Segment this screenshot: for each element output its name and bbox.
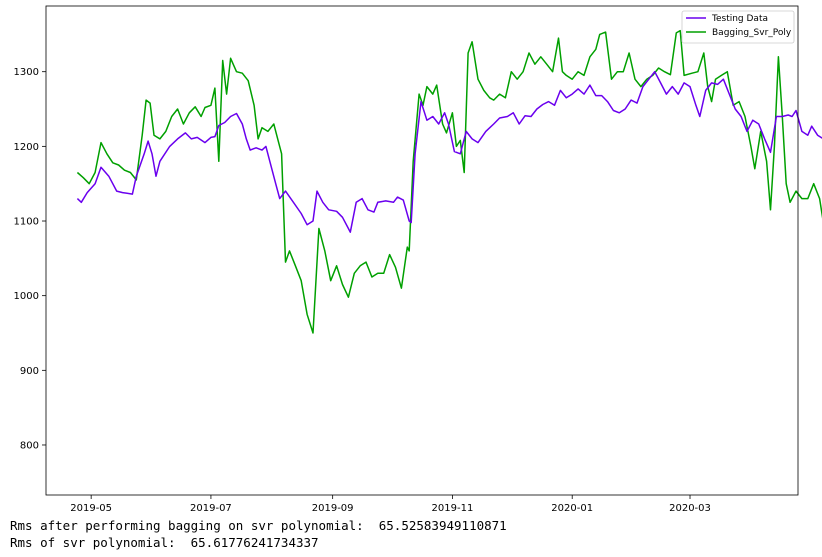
series-layer bbox=[76, 29, 822, 334]
x-tick-label: 2019-05 bbox=[70, 503, 112, 514]
y-tick-label: 900 bbox=[20, 366, 39, 377]
y-axis: 800 900 1000 1100 1200 1300 bbox=[14, 67, 46, 451]
series-line-0 bbox=[76, 70, 822, 233]
y-tick-label: 1300 bbox=[14, 67, 39, 78]
y-tick-label: 800 bbox=[20, 440, 39, 451]
y-tick-label: 1200 bbox=[14, 142, 39, 153]
x-tick-label: 2019-09 bbox=[312, 503, 354, 514]
x-tick-label: 2019-11 bbox=[432, 503, 474, 514]
output-line-rms-bagging: Rms after performing bagging on svr poly… bbox=[10, 518, 507, 533]
y-tick-label: 1000 bbox=[14, 291, 39, 302]
x-tick-label: 2020-01 bbox=[551, 503, 593, 514]
x-axis: 2019-05 2019-07 2019-09 2019-11 2020-01 2020-… bbox=[70, 495, 711, 514]
line-chart: 2019-05 2019-07 2019-09 2019-11 2020-01 2020-… bbox=[14, 5, 822, 514]
x-tick-label: 2020-03 bbox=[669, 503, 711, 514]
output-line-rms-svr: Rms of svr polynomial: 65.61776241734337 bbox=[10, 535, 319, 550]
legend-label: Bagging_Svr_Poly bbox=[712, 28, 792, 38]
y-tick-label: 1100 bbox=[14, 217, 39, 228]
legend-box bbox=[681, 10, 795, 44]
x-tick-label: 2019-07 bbox=[190, 503, 232, 514]
legend: Testing Data Bagging_Svr_Poly bbox=[681, 10, 795, 44]
axes-frame bbox=[45, 5, 799, 496]
series-line-1 bbox=[76, 29, 822, 334]
legend-label: Testing Data bbox=[711, 14, 768, 24]
